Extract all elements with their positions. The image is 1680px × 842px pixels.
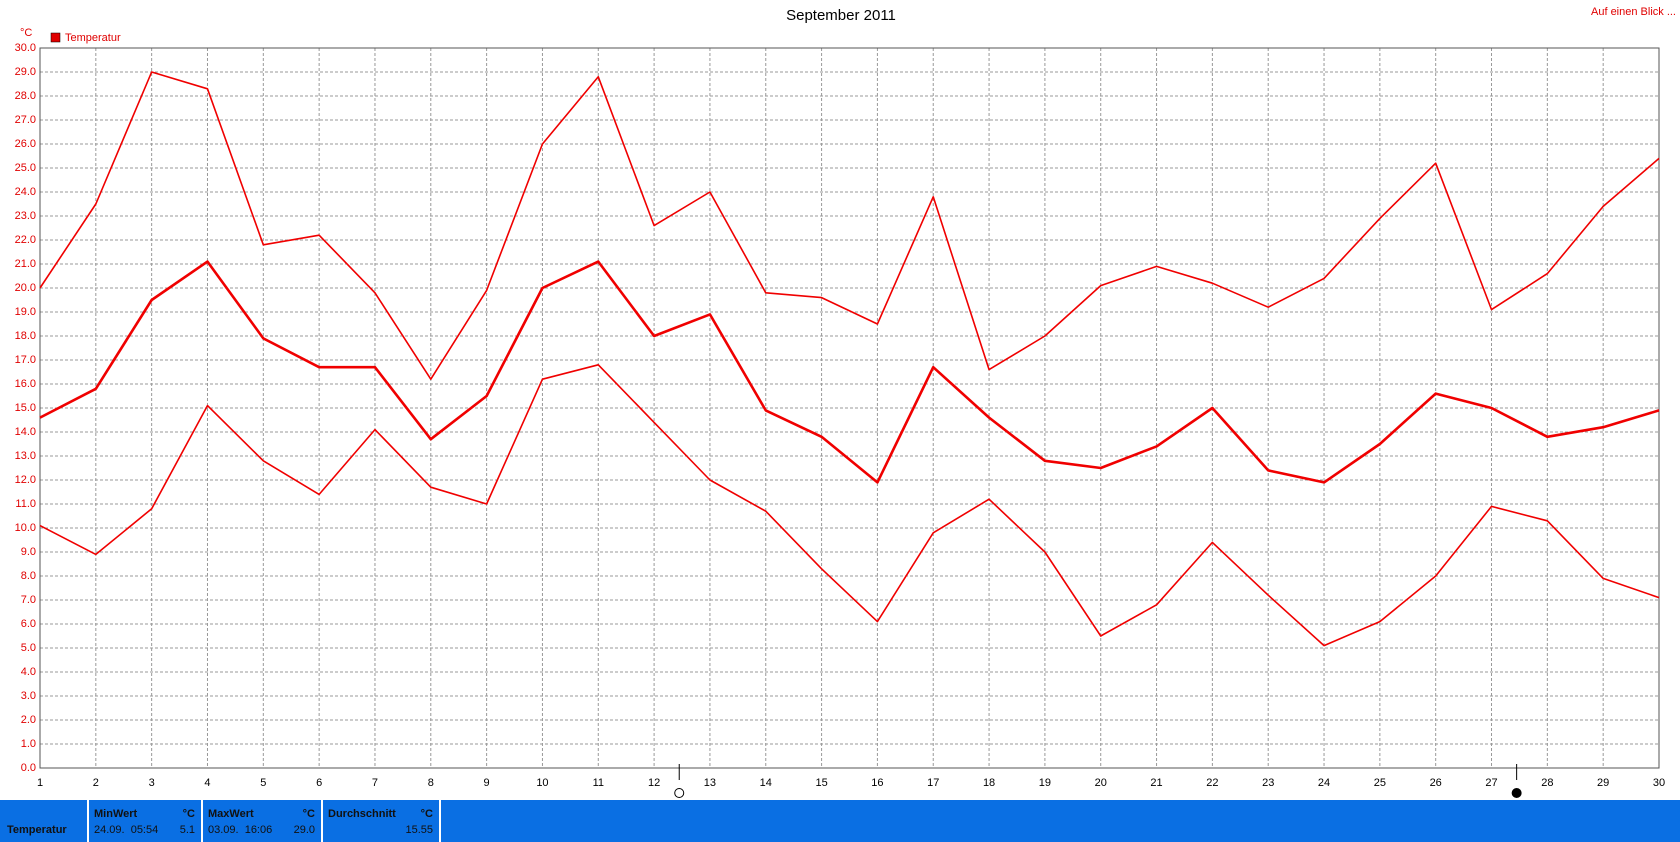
link[interactable]: Auf einen Blick ... <box>1591 6 1676 18</box>
y-tick-label: 3.0 <box>21 690 36 702</box>
summary-value: 29.0 <box>293 824 315 836</box>
y-tick-label: 28.0 <box>15 90 36 102</box>
x-tick-label: 22 <box>1206 777 1218 789</box>
summary-label: Temperatur <box>7 824 67 836</box>
x-tick-label: 18 <box>983 777 995 789</box>
legend-swatch <box>50 32 61 43</box>
summary-cell: Durchschnitt °C 15.55 <box>325 800 441 842</box>
moon-marker <box>674 788 685 798</box>
summary-bar: Temperatur MinWert °C 24.09. 05:54 5.1 MaxWe… <box>0 800 1680 842</box>
x-tick-label: 11 <box>593 777 604 789</box>
y-tick-label: 6.0 <box>21 618 36 630</box>
y-tick-label: 25.0 <box>15 162 36 174</box>
y-tick-label: 5.0 <box>21 642 36 654</box>
y-tick-label: 20.0 <box>15 282 36 294</box>
summary-title: Durchschnitt <box>328 808 396 820</box>
x-tick-label: 8 <box>428 777 434 789</box>
y-tick-label: 30.0 <box>15 42 36 54</box>
x-tick-label: 15 <box>815 777 827 789</box>
summary-cell: MaxWert °C 03.09. 16:06 29.0 <box>205 800 323 842</box>
y-tick-label: 29.0 <box>15 66 36 78</box>
y-unit: °C <box>20 27 32 39</box>
x-tick-label: 17 <box>927 777 939 789</box>
chart-title: September 2011 <box>786 7 896 24</box>
series-line <box>39 71 1660 380</box>
x-tick-label: 23 <box>1262 777 1274 789</box>
y-tick-label: 7.0 <box>21 594 36 606</box>
series-line <box>39 260 1660 484</box>
y-tick-label: 4.0 <box>21 666 36 678</box>
x-tick-label: 13 <box>704 777 716 789</box>
y-tick-label: 21.0 <box>15 258 36 270</box>
summary-cell: MinWert °C 24.09. 05:54 5.1 <box>91 800 203 842</box>
x-tick-label: 6 <box>316 777 322 789</box>
series-line <box>39 364 1660 647</box>
y-tick-label: 1.0 <box>21 738 36 750</box>
summary-unit: °C <box>182 808 195 820</box>
y-tick-label: 11.0 <box>15 498 36 510</box>
y-tick-label: 22.0 <box>15 234 36 246</box>
x-tick-label: 5 <box>260 777 266 789</box>
y-tick-label: 27.0 <box>15 114 36 126</box>
x-tick-label: 4 <box>204 777 210 789</box>
x-tick-label: 2 <box>93 777 99 789</box>
x-tick-label: 14 <box>760 777 772 789</box>
y-tick-label: 24.0 <box>15 186 36 198</box>
x-tick-label: 25 <box>1374 777 1386 789</box>
y-tick-label: 0.0 <box>21 762 36 774</box>
summary-time: 24.09. 05:54 <box>94 824 159 836</box>
summary-value: 5.1 <box>179 824 195 836</box>
summary-unit: °C <box>420 808 433 820</box>
x-tick-label: 16 <box>871 777 883 789</box>
y-tick-label: 10.0 <box>15 522 36 534</box>
y-tick-label: 26.0 <box>15 138 36 150</box>
moon-marker <box>1511 788 1522 798</box>
y-tick-label: 15.0 <box>15 402 36 414</box>
y-tick-label: 14.0 <box>15 426 36 438</box>
x-tick-label: 9 <box>484 777 490 789</box>
y-tick-label: 13.0 <box>15 450 36 462</box>
x-tick-label: 19 <box>1039 777 1051 789</box>
summary-value: 15.55 <box>405 824 433 836</box>
x-tick-label: 3 <box>149 777 155 789</box>
y-tick-label: 9.0 <box>21 546 36 558</box>
x-tick-label: 20 <box>1095 777 1107 789</box>
summary-unit: °C <box>302 808 315 820</box>
y-tick-label: 16.0 <box>15 378 36 390</box>
x-tick-label: 28 <box>1541 777 1553 789</box>
y-tick-label: 23.0 <box>15 210 36 222</box>
summary-time: 03.09. 16:06 <box>208 824 273 836</box>
plot-frame <box>39 47 1660 769</box>
summary-title: MaxWert <box>208 808 254 820</box>
summary-title: MinWert <box>94 808 138 820</box>
x-tick-label: 26 <box>1430 777 1442 789</box>
x-tick-label: 1 <box>37 777 43 789</box>
x-tick-label: 10 <box>536 777 548 789</box>
y-tick-label: 18.0 <box>15 330 36 342</box>
y-tick-label: 2.0 <box>21 714 36 726</box>
summary-label-cell: Temperatur <box>0 800 89 842</box>
legend-label: Temperatur <box>65 32 121 44</box>
x-tick-label: 12 <box>648 777 660 789</box>
y-tick-label: 12.0 <box>15 474 36 486</box>
x-tick-label: 7 <box>372 777 378 789</box>
y-tick-label: 19.0 <box>15 306 36 318</box>
x-tick-label: 27 <box>1485 777 1497 789</box>
chart: September 2011 Auf einen Blick ... °C Te… <box>15 6 1676 798</box>
x-tick-label: 29 <box>1597 777 1609 789</box>
x-tick-label: 24 <box>1318 777 1330 789</box>
y-tick-label: 8.0 <box>21 570 36 582</box>
y-tick-label: 17.0 <box>15 354 36 366</box>
x-tick-label: 21 <box>1150 777 1162 789</box>
x-tick-label: 30 <box>1653 777 1665 789</box>
